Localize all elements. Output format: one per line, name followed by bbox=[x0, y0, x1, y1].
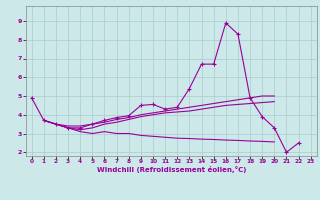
X-axis label: Windchill (Refroidissement éolien,°C): Windchill (Refroidissement éolien,°C) bbox=[97, 166, 246, 173]
